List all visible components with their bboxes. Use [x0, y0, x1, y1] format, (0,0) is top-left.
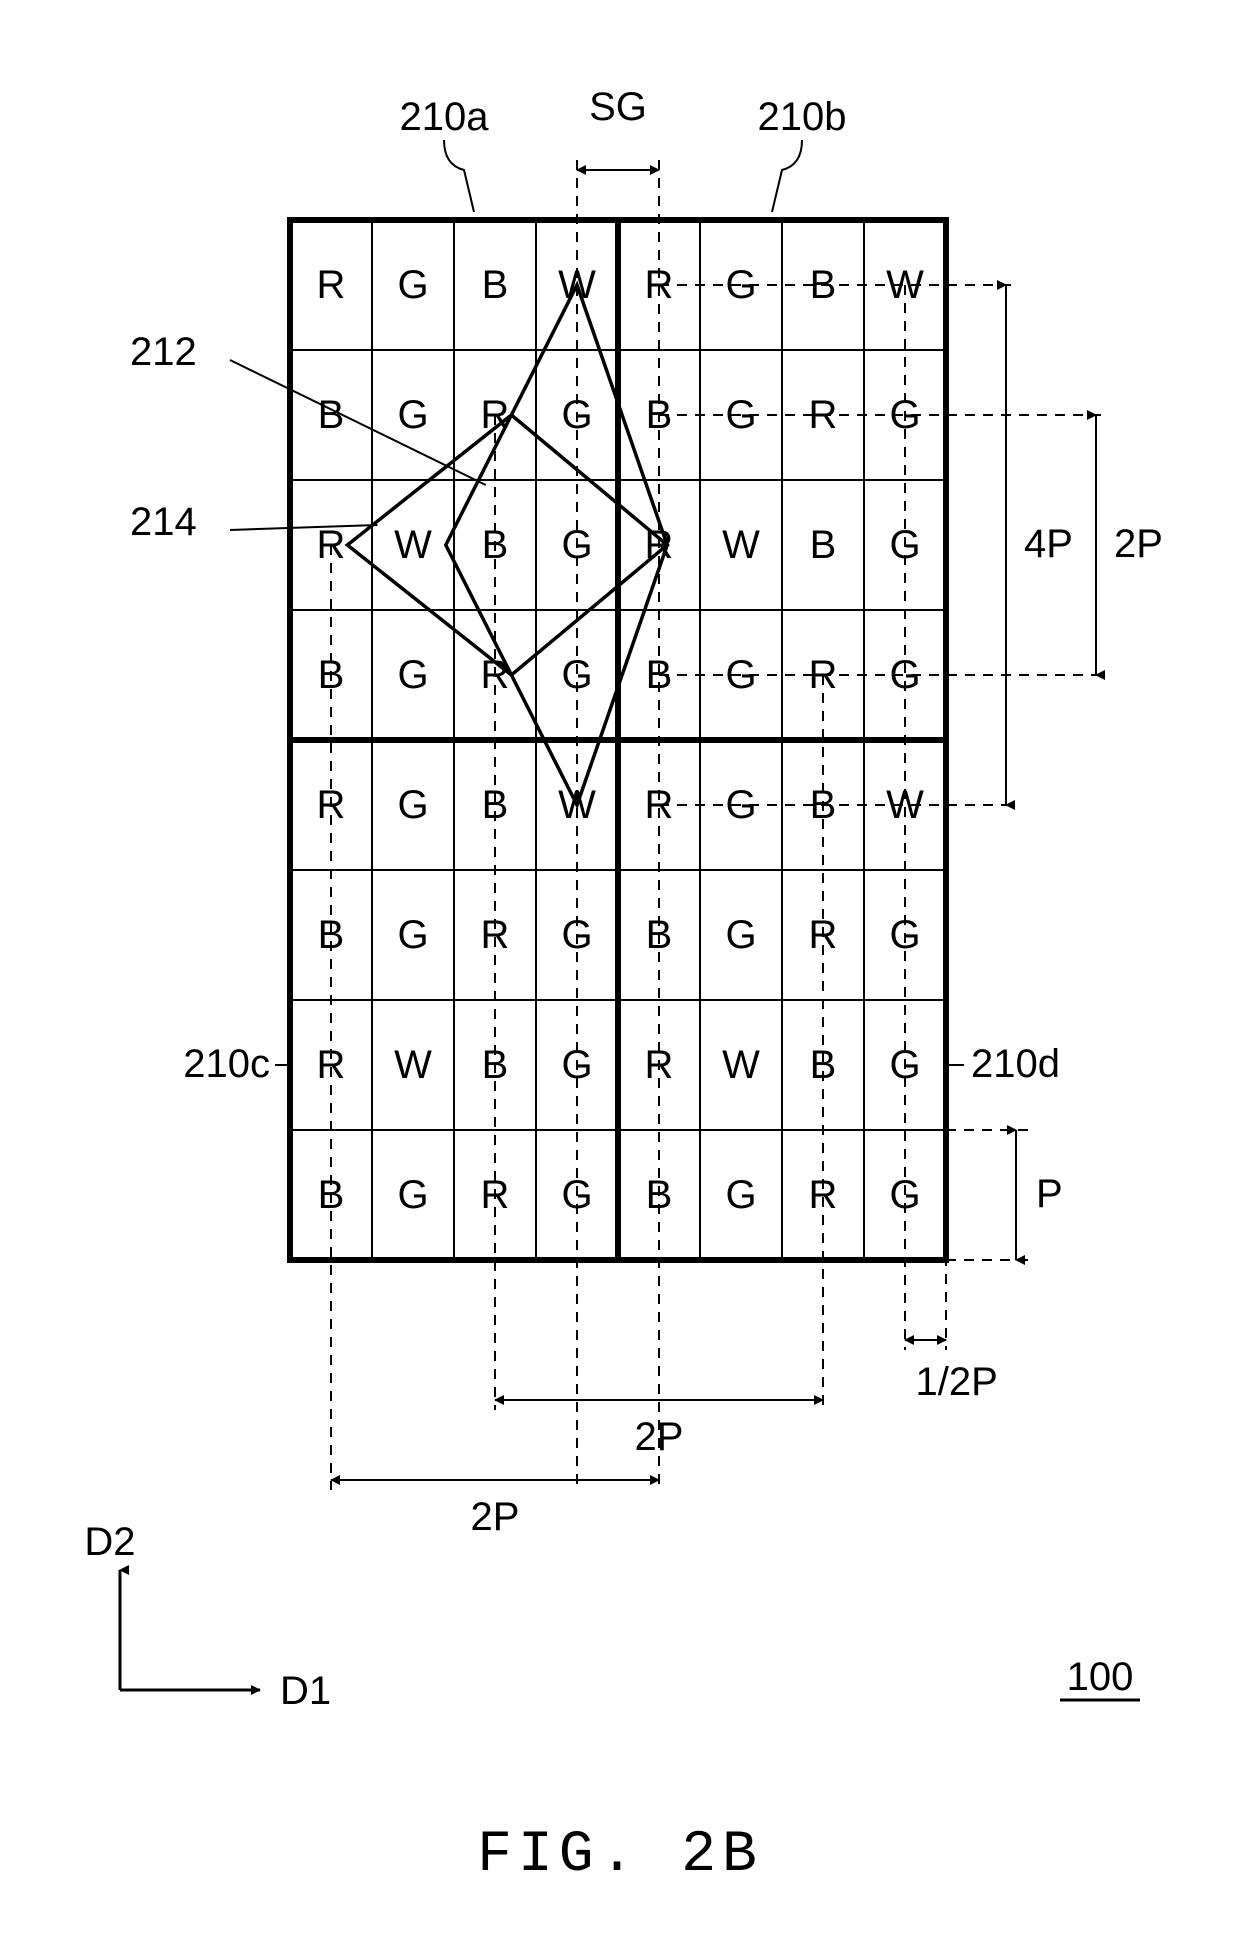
pixel-letter: B [810, 523, 837, 567]
leader-210a [444, 140, 474, 212]
pixel-letter: B [646, 653, 673, 697]
label-halfp: 1/2P [916, 1360, 998, 1404]
label-2p-lower: 2P [471, 1495, 520, 1539]
pixel-letter: G [725, 653, 756, 697]
diamond-212 [446, 285, 667, 805]
pixel-letter: G [397, 1173, 428, 1217]
pixel-letter: G [889, 913, 920, 957]
pixel-letter: R [481, 1173, 510, 1217]
pixel-letter: R [481, 913, 510, 957]
pixel-letter: G [561, 913, 592, 957]
pixel-letter: B [646, 393, 673, 437]
pixel-letter: G [889, 393, 920, 437]
pixel-letter: W [886, 263, 924, 307]
label-214: 214 [130, 500, 197, 544]
label-210d: 210d [971, 1042, 1060, 1086]
figure-stage: R G B W R G B W B G R G B G R G R W B G R W B G B G R G B G R G R G B W R G B W… [0, 0, 1240, 1941]
label-210c: 210c [183, 1042, 270, 1086]
leader-214 [230, 525, 377, 530]
pixel-letter: G [561, 653, 592, 697]
pixel-letter: G [725, 1173, 756, 1217]
pixel-letter: R [317, 1043, 346, 1087]
label-210b: 210b [758, 95, 847, 139]
pixel-letter: W [722, 1043, 760, 1087]
pixel-letter: B [482, 523, 509, 567]
pixel-letter: B [318, 1173, 345, 1217]
pixel-letter: G [889, 523, 920, 567]
label-d1: D1 [280, 1669, 331, 1713]
pixel-letter: G [889, 1043, 920, 1087]
pixel-letter: G [725, 263, 756, 307]
pixel-letter: W [886, 783, 924, 827]
pixel-letter: G [889, 1173, 920, 1217]
label-d2: D2 [84, 1520, 135, 1564]
pixel-letter: W [394, 523, 432, 567]
pixel-letter: G [725, 913, 756, 957]
pixel-letter: G [725, 393, 756, 437]
pixel-letter: G [561, 1173, 592, 1217]
leader-212 [230, 360, 486, 485]
pixel-letter: B [482, 1043, 509, 1087]
pixel-letter: G [561, 393, 592, 437]
label-2p-right: 2P [1114, 522, 1163, 566]
pixel-letter: B [482, 263, 509, 307]
leader-210b [772, 140, 802, 212]
pixel-letter: G [561, 523, 592, 567]
figure-title: FIG. 2B [477, 1823, 763, 1888]
pixel-letter: G [889, 653, 920, 697]
pixel-letter: R [645, 263, 674, 307]
pixel-letter: G [397, 653, 428, 697]
pixel-letter: G [561, 1043, 592, 1087]
pixel-letter: B [646, 913, 673, 957]
ref-number: 100 [1067, 1655, 1134, 1699]
label-210a: 210a [400, 95, 490, 139]
pixel-letter: G [725, 783, 756, 827]
pixel-letter: R [809, 393, 838, 437]
label-212: 212 [130, 330, 197, 374]
pixel-letter: W [722, 523, 760, 567]
pixel-letter: B [646, 1173, 673, 1217]
pixel-letter: B [482, 783, 509, 827]
label-sg: SG [589, 85, 647, 129]
pixel-letter: W [394, 1043, 432, 1087]
pixel-letter: B [810, 263, 837, 307]
pixel-letter: R [645, 783, 674, 827]
pixel-letter: R [645, 1043, 674, 1087]
label-4p: 4P [1024, 522, 1073, 566]
pixel-letter: B [318, 913, 345, 957]
pixel-letter: R [317, 783, 346, 827]
pixel-letter: G [397, 393, 428, 437]
pixel-letter: G [397, 913, 428, 957]
pixel-letter: G [397, 263, 428, 307]
pixel-letter: B [318, 653, 345, 697]
label-2p-upper: 2P [635, 1415, 684, 1459]
pixel-letter: G [397, 783, 428, 827]
label-p: P [1036, 1172, 1063, 1216]
pixel-letter: R [317, 263, 346, 307]
pixel-letter: R [317, 523, 346, 567]
